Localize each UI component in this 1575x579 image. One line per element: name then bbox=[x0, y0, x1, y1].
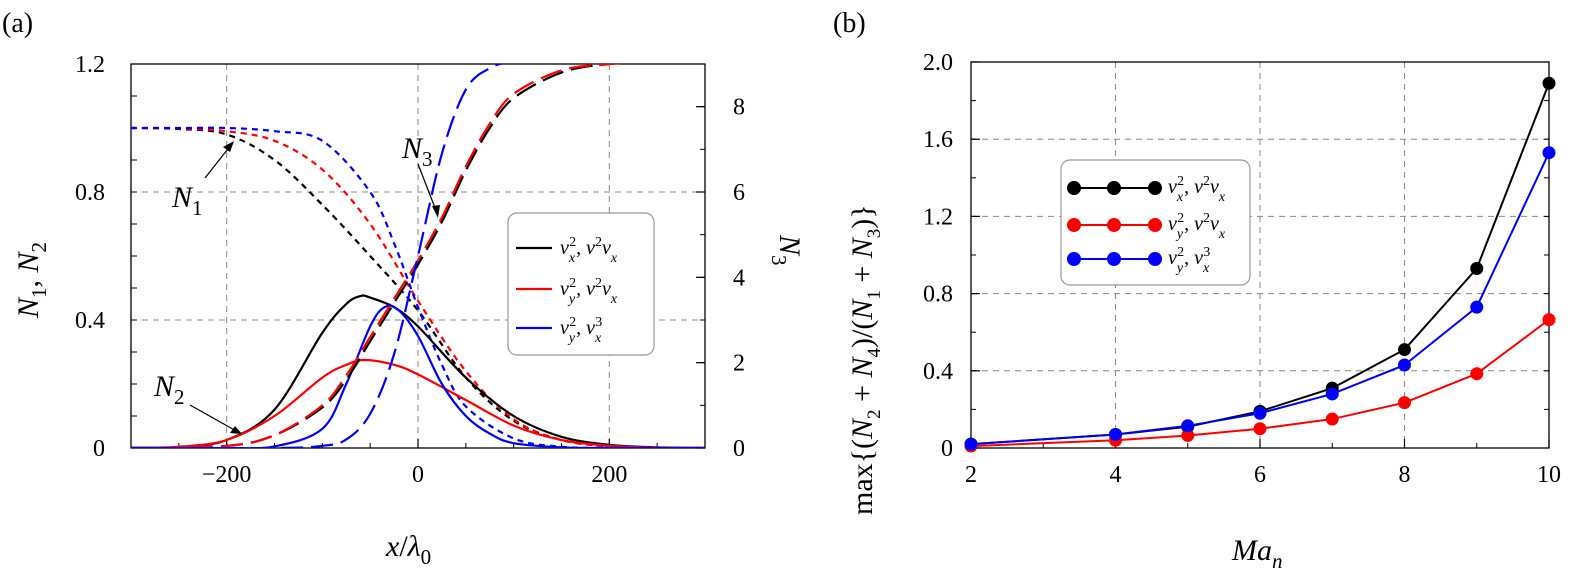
panel-b-ytick-label: 2.0 bbox=[923, 50, 953, 76]
data-point-red bbox=[1470, 367, 1484, 381]
data-point-blue bbox=[1542, 146, 1556, 160]
panel-b-xtick-label: 2 bbox=[965, 462, 977, 488]
data-point-blue bbox=[1181, 419, 1195, 433]
panel-a-ytick-label: 0.8 bbox=[75, 180, 105, 206]
annotation-n3-arrowhead bbox=[432, 205, 440, 218]
panel-b-label: (b) bbox=[833, 8, 866, 39]
panel-b-markers bbox=[964, 76, 1556, 453]
annotation-n2-arrowhead bbox=[230, 426, 242, 434]
panel-a-legend: vx2, v2vx vy2, v2vx vy2, vx3 bbox=[507, 212, 655, 356]
annotation-n1-text: N1 bbox=[171, 181, 203, 220]
panel-b-ylabel: max{(N2 + N4)/(N1 + N3)} bbox=[846, 204, 885, 515]
panel-a-ytick-right-label: 8 bbox=[733, 95, 745, 121]
series-line-blue bbox=[971, 152, 1549, 446]
panel-a-ylabel: N1, N2 bbox=[12, 242, 51, 319]
panel-b-ytick-label: 0 bbox=[941, 436, 953, 462]
data-point-red bbox=[1181, 428, 1195, 442]
panel-a-xlabel: x/λ0 bbox=[385, 530, 431, 569]
panel-a-series bbox=[131, 64, 705, 448]
panel-a-xtick-label: −200 bbox=[202, 462, 252, 488]
data-point-black bbox=[1470, 262, 1484, 276]
panel-a-ytick-label: 0.4 bbox=[75, 308, 105, 334]
data-point-blue bbox=[964, 437, 978, 451]
panel-a-ytick-label: 0 bbox=[93, 436, 105, 462]
panel-b-xlabel: Man bbox=[1231, 534, 1283, 573]
panel-a-ticks: −200 0 200 0 0.4 0.8 1.2 0 2 4 6 8 bbox=[75, 52, 745, 488]
series-n3-blue bbox=[131, 64, 506, 448]
annotation-n3-arrow bbox=[417, 163, 438, 214]
data-point-blue bbox=[1398, 358, 1411, 372]
panel-a-label: (a) bbox=[2, 8, 33, 39]
panel-b-ticks: 2 4 6 8 10 0 0.4 0.8 1.2 1.6 2.0 bbox=[923, 50, 1561, 488]
data-point-red bbox=[1253, 422, 1267, 436]
panel-b-ytick-label: 0.8 bbox=[923, 282, 953, 308]
panel-a-ytick-right-label: 4 bbox=[733, 265, 745, 291]
annotation-n2: N2 bbox=[153, 370, 242, 434]
data-point-blue bbox=[1325, 387, 1339, 401]
annotation-n1-arrow bbox=[204, 144, 232, 179]
panel-a-ytick-label: 1.2 bbox=[75, 52, 105, 78]
panel-a-ytick-right-label: 0 bbox=[733, 436, 745, 462]
panel-b: (b) 2 4 6 8 10 0 0.4 0.8 1.2 1.6 2.0 vx2, v2vx vy2… bbox=[833, 8, 1561, 573]
annotation-n1-arrowhead bbox=[223, 141, 234, 152]
series-n3-red bbox=[131, 64, 626, 448]
data-point-blue bbox=[1109, 427, 1122, 441]
legend-b-swatch-red bbox=[1067, 218, 1162, 232]
panel-a-ylabel-right: N3 bbox=[767, 234, 806, 266]
annotation-n1: N1 bbox=[171, 141, 234, 220]
data-point-blue bbox=[1470, 300, 1484, 314]
panel-b-ytick-label: 1.6 bbox=[923, 127, 953, 153]
series-n2-red bbox=[131, 358, 705, 448]
panel-b-ytick-label: 1.2 bbox=[923, 204, 953, 230]
annotation-n3: N3 bbox=[401, 132, 440, 218]
annotation-n2-arrow bbox=[189, 404, 239, 433]
data-point-red bbox=[1325, 412, 1339, 426]
annotation-n3-text: N3 bbox=[401, 132, 433, 171]
panel-a-xtick-label: 0 bbox=[412, 462, 424, 488]
panel-b-xtick-label: 8 bbox=[1399, 462, 1411, 488]
legend-b-swatch-blue bbox=[1067, 252, 1162, 266]
legend-b-swatch-black bbox=[1067, 181, 1162, 195]
panel-b-series bbox=[971, 82, 1549, 448]
panel-a-ytick-right-label: 6 bbox=[733, 180, 745, 206]
series-line-red bbox=[971, 318, 1549, 448]
data-point-red bbox=[1542, 313, 1556, 327]
data-point-red bbox=[1398, 396, 1411, 410]
panel-b-xtick-label: 10 bbox=[1537, 462, 1561, 488]
panel-b-xtick-label: 4 bbox=[1110, 462, 1122, 488]
panel-a-ytick-right-label: 2 bbox=[733, 351, 745, 377]
panel-b-grid bbox=[970, 61, 1550, 449]
series-n2-blue bbox=[131, 304, 705, 448]
panel-a-xtick-label: 200 bbox=[591, 462, 627, 488]
panel-a: (a) −200 0 200 0 0.4 0.8 1.2 0 2 4 6 8 N1 N2 N3 vx2… bbox=[2, 8, 806, 569]
annotation-n2-text: N2 bbox=[153, 370, 185, 409]
panel-b-ytick-label: 0.4 bbox=[923, 359, 953, 385]
data-point-black bbox=[1398, 343, 1411, 357]
data-point-blue bbox=[1253, 406, 1267, 420]
data-point-black bbox=[1542, 76, 1556, 90]
panel-b-legend: vx2, v2vx vy2, v2vx vy2, vx3 bbox=[1060, 159, 1251, 286]
panel-b-xtick-label: 6 bbox=[1254, 462, 1266, 488]
